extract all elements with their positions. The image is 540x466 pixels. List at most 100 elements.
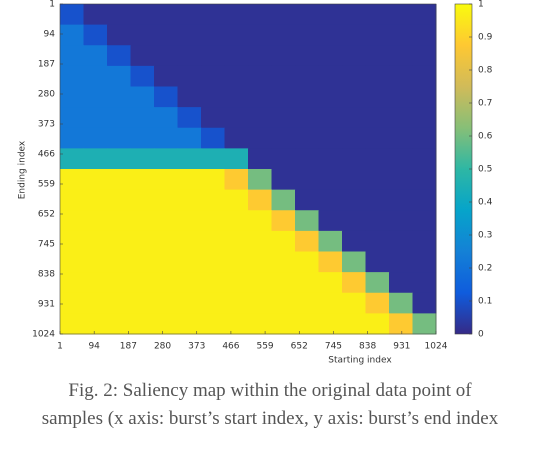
- caption-line: samples (x axis: burst’s start index, y …: [41, 408, 499, 429]
- heatmap-cell: [412, 313, 437, 335]
- x-tick-label: 373: [188, 342, 205, 352]
- heatmap-cell: [201, 189, 225, 211]
- heatmap-cell: [177, 169, 202, 191]
- heatmap-cell: [365, 189, 390, 211]
- heatmap-cell: [412, 272, 437, 294]
- heatmap-cell: [177, 189, 202, 211]
- heatmap-cell: [201, 4, 225, 26]
- heatmap-cell: [107, 169, 131, 191]
- heatmap-cell: [201, 210, 225, 232]
- heatmap-cell: [389, 210, 413, 232]
- heatmap-cell: [154, 292, 178, 314]
- heatmap-cell: [342, 189, 366, 211]
- heatmap-cell: [365, 210, 390, 232]
- heatmap-cell: [295, 189, 319, 211]
- x-tick-label: 187: [120, 342, 137, 352]
- heatmap-cell: [177, 86, 202, 108]
- heatmap-cell: [365, 127, 390, 149]
- y-tick-label: 373: [38, 120, 55, 130]
- heatmap-cell: [271, 127, 296, 149]
- heatmap-cell: [130, 65, 155, 87]
- heatmap-cell: [60, 65, 84, 87]
- heatmap-cell: [107, 272, 131, 294]
- colorbar-tick-label: 0.7: [478, 99, 492, 109]
- colorbar-tick-label: 0.4: [478, 198, 493, 208]
- caption-line: Fig. 2: Saliency map within the original…: [68, 380, 472, 401]
- heatmap-cell: [224, 65, 249, 87]
- heatmap-cell: [201, 86, 225, 108]
- heatmap-cell: [154, 169, 178, 191]
- heatmap-cell: [365, 272, 390, 294]
- heatmap-cell: [248, 189, 272, 211]
- heatmap-cell: [295, 148, 319, 170]
- heatmap-cell: [60, 272, 84, 294]
- x-tick-label: 94: [88, 342, 100, 352]
- heatmap-cell: [177, 251, 202, 273]
- heatmap-cell: [342, 65, 366, 87]
- heatmap-cell: [412, 292, 437, 314]
- heatmap-cell: [318, 313, 343, 335]
- heatmap-cell: [83, 210, 108, 232]
- colorbar-tick-label: 1: [478, 0, 484, 10]
- heatmap-cell: [201, 24, 225, 46]
- heatmap-cell: [224, 313, 249, 335]
- heatmap-cell: [365, 86, 390, 108]
- heatmap-cell: [60, 45, 84, 67]
- heatmap-cell: [224, 24, 249, 46]
- heatmap-cell: [318, 292, 343, 314]
- heatmap-cell: [295, 169, 319, 191]
- heatmap-cell: [130, 169, 155, 191]
- heatmap-cell: [389, 292, 413, 314]
- heatmap-cell: [60, 127, 84, 149]
- heatmap-cell: [83, 189, 108, 211]
- heatmap-cell: [412, 251, 437, 273]
- heatmap-cell: [224, 127, 249, 149]
- heatmap-cell: [318, 272, 343, 294]
- heatmap-cell: [177, 210, 202, 232]
- plot-frame: [59, 3, 437, 335]
- heatmap-cell: [130, 230, 155, 252]
- y-tick-label: 280: [38, 90, 55, 100]
- heatmap-cell: [412, 4, 437, 26]
- heatmap-cell: [295, 86, 319, 108]
- heatmap-cell: [107, 189, 131, 211]
- y-tick-label: 94: [44, 30, 56, 40]
- heatmap-cell: [154, 107, 178, 129]
- heatmap-cell: [130, 189, 155, 211]
- heatmap-cell: [365, 292, 390, 314]
- heatmap-cell: [295, 272, 319, 294]
- heatmap-cell: [177, 4, 202, 26]
- heatmap-cell: [318, 230, 343, 252]
- y-tick-label: 559: [38, 180, 55, 190]
- heatmap-cell: [389, 107, 413, 129]
- heatmap-cell: [130, 251, 155, 273]
- heatmap-cell: [412, 210, 437, 232]
- heatmap-cell: [107, 292, 131, 314]
- heatmap-cell: [271, 251, 296, 273]
- heatmap-cell: [412, 189, 437, 211]
- heatmap-cell: [318, 86, 343, 108]
- heatmap-cell: [271, 24, 296, 46]
- heatmap-cell: [83, 230, 108, 252]
- heatmap-cell: [154, 313, 178, 335]
- heatmap-cell: [365, 169, 390, 191]
- heatmap-cell: [224, 107, 249, 129]
- heatmap-cell: [412, 86, 437, 108]
- heatmap-cell: [365, 251, 390, 273]
- x-tick-label: 838: [359, 342, 376, 352]
- heatmap-cell: [342, 4, 366, 26]
- heatmap-cell: [389, 127, 413, 149]
- heatmap-cell: [154, 24, 178, 46]
- heatmap-cell: [248, 251, 272, 273]
- heatmap-cell: [365, 65, 390, 87]
- heatmap-cell: [83, 313, 108, 335]
- heatmap-cell: [412, 148, 437, 170]
- heatmap-cell: [83, 148, 108, 170]
- heatmap-cell: [389, 24, 413, 46]
- heatmap-cell: [177, 107, 202, 129]
- heatmap-cell: [177, 292, 202, 314]
- heatmap-cell: [60, 230, 84, 252]
- heatmap-cell: [224, 292, 249, 314]
- heatmap-cell: [60, 189, 84, 211]
- heatmap-cell: [295, 251, 319, 273]
